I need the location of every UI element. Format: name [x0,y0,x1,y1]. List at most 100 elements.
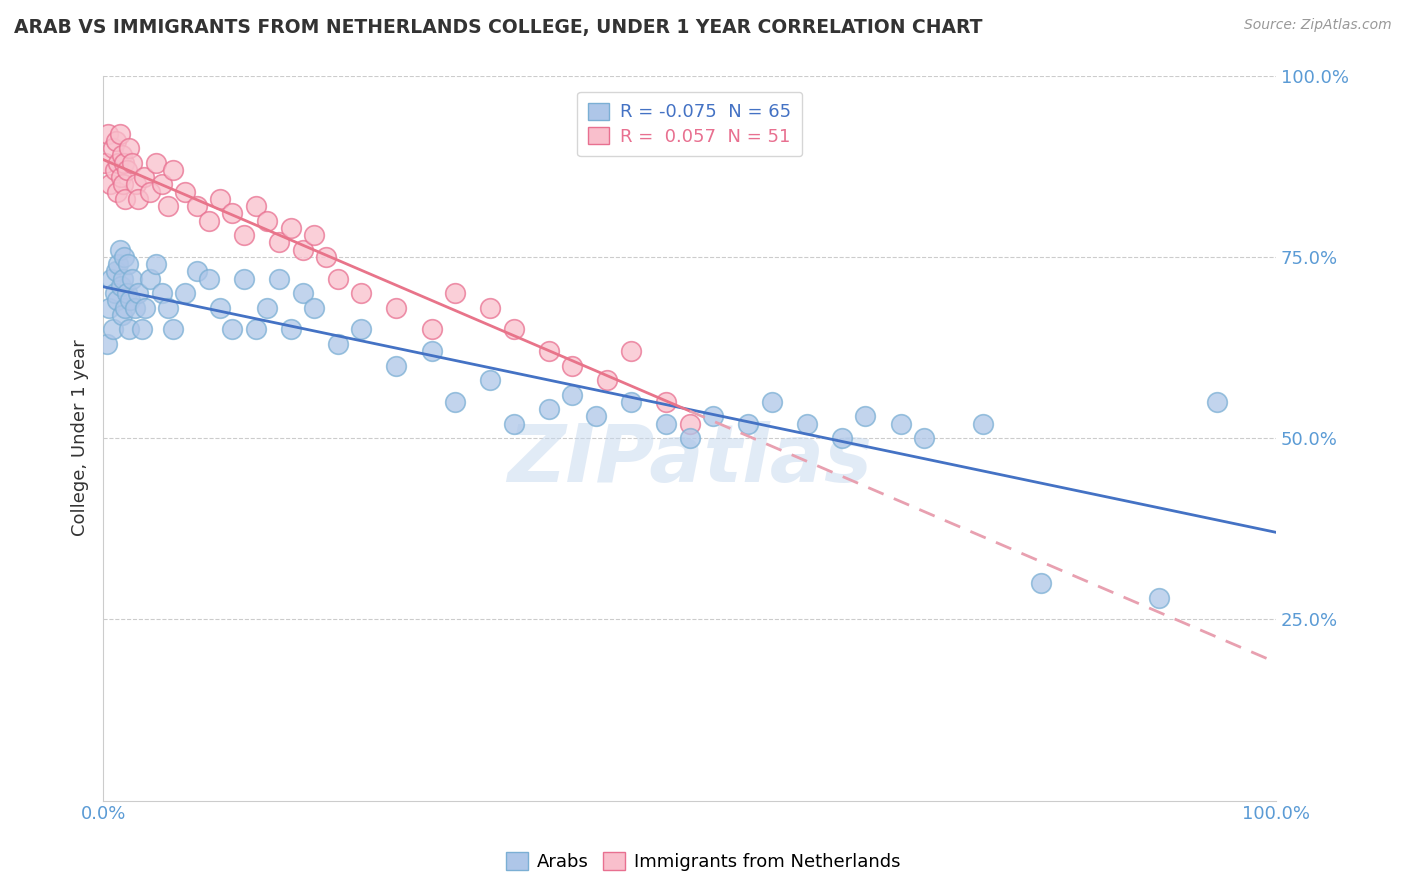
Point [112,250,135,264]
Point [174,185,197,199]
Point [112,178,135,192]
Point [385,301,408,315]
Point [537,344,560,359]
Point [98,178,121,192]
Point [150,178,173,192]
Point [108,127,131,141]
Point [479,373,502,387]
Point [420,322,443,336]
Point [209,192,232,206]
Point [702,409,724,424]
Point [678,431,700,445]
Point [101,322,124,336]
Point [444,394,467,409]
Point [97,127,120,141]
Point [156,301,179,315]
Point [620,394,643,409]
Point [197,271,219,285]
Point [124,301,146,315]
Point [145,155,167,169]
Point [186,264,208,278]
Y-axis label: College, Under 1 year: College, Under 1 year [72,340,89,536]
Point [502,417,524,431]
Point [150,286,173,301]
Point [256,301,278,315]
Point [245,199,267,213]
Point [972,417,994,431]
Point [596,373,619,387]
Point [444,286,467,301]
Point [890,417,912,431]
Point [197,213,219,227]
Text: Source: ZipAtlas.com: Source: ZipAtlas.com [1244,18,1392,32]
Point [105,134,128,148]
Point [655,417,678,431]
Point [280,220,302,235]
Point [315,250,337,264]
Point [350,286,373,301]
Point [107,155,129,169]
Point [101,141,124,155]
Point [912,431,935,445]
Point [131,322,153,336]
Text: ZIPatlas: ZIPatlas [508,421,872,499]
Point [107,257,129,271]
Point [120,293,142,308]
Point [350,322,373,336]
Point [620,344,643,359]
Point [112,155,135,169]
Point [761,394,783,409]
Point [796,417,818,431]
Point [118,141,141,155]
Point [110,169,132,184]
Text: ARAB VS IMMIGRANTS FROM NETHERLANDS COLLEGE, UNDER 1 YEAR CORRELATION CHART: ARAB VS IMMIGRANTS FROM NETHERLANDS COLL… [14,18,983,37]
Point [105,293,128,308]
Point [134,169,156,184]
Point [115,162,138,177]
Legend: Arabs, Immigrants from Netherlands: Arabs, Immigrants from Netherlands [499,846,907,879]
Point [139,271,162,285]
Point [302,301,325,315]
Point [145,257,167,271]
Point [420,344,443,359]
Point [280,322,302,336]
Point [267,271,290,285]
Point [502,322,524,336]
Point [111,308,134,322]
Point [385,359,408,373]
Point [156,199,179,213]
Point [134,301,156,315]
Point [98,301,121,315]
Point [186,199,208,213]
Point [655,394,678,409]
Point [162,162,184,177]
Point [326,271,349,285]
Point [585,409,607,424]
Point [302,227,325,242]
Point [104,162,127,177]
Point [256,213,278,227]
Point [831,431,853,445]
Point [561,387,583,401]
Point [118,322,141,336]
Point [537,402,560,417]
Point [114,192,136,206]
Point [127,286,149,301]
Point [114,301,136,315]
Point [162,322,184,336]
Point [121,155,143,169]
Point [561,359,583,373]
Point [105,185,128,199]
Point [291,243,314,257]
Point [245,322,267,336]
Point [855,409,877,424]
Point [115,286,138,301]
Point [1031,576,1053,591]
Point [1206,394,1229,409]
Point [174,286,197,301]
Point [100,271,122,285]
Point [232,271,254,285]
Point [737,417,759,431]
Point [111,148,134,162]
Point [108,243,131,257]
